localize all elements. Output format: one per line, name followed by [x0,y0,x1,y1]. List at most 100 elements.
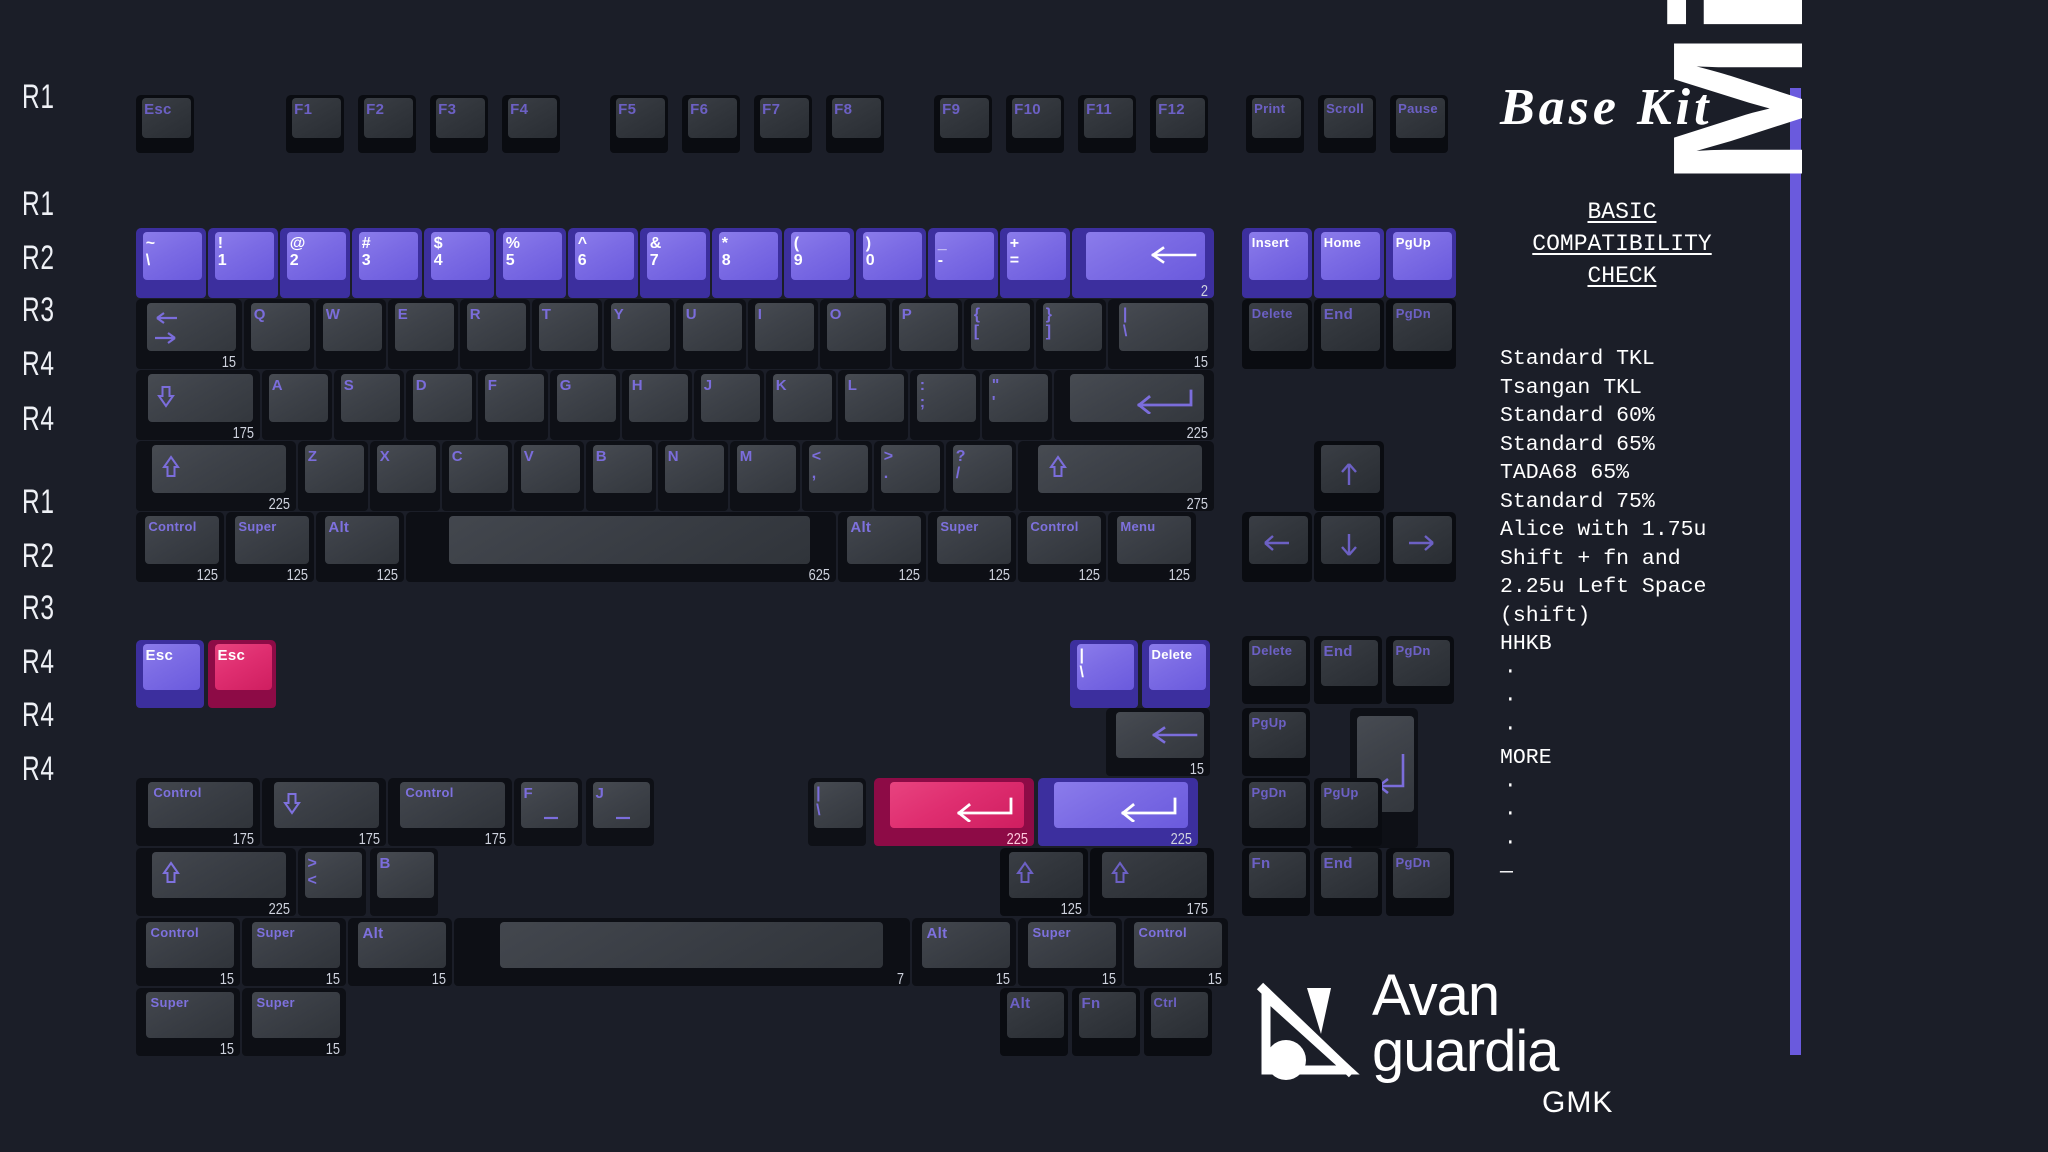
key-up[interactable] [1314,441,1384,511]
key-pgdn-nav2[interactable]: PgDn [1386,636,1454,704]
key-shift-225[interactable] [136,848,296,916]
key-pause[interactable]: Pause [1390,95,1448,153]
key-7[interactable]: & 7 [640,228,710,298]
key-esc[interactable]: Esc [136,95,194,153]
key-minus[interactable]: _ - [928,228,998,298]
key-period[interactable]: > . [874,441,944,511]
key-q[interactable]: Q [244,299,314,369]
key-4[interactable]: $ 4 [424,228,494,298]
key-v[interactable]: V [514,441,584,511]
key-scroll[interactable]: Scroll [1318,95,1376,153]
key-down[interactable] [1314,512,1384,582]
key-9[interactable]: ( 9 [784,228,854,298]
key-b[interactable]: B [586,441,656,511]
key-f-homing[interactable]: F [514,778,582,846]
key-backslash[interactable]: | \ [1108,299,1214,369]
key-quote[interactable]: " ' [982,370,1052,440]
key-y[interactable]: Y [604,299,674,369]
key-6[interactable]: ^ 6 [568,228,638,298]
key-t[interactable]: T [532,299,602,369]
key-f3[interactable]: F3 [430,95,488,153]
key-lalt[interactable]: Alt [316,512,404,582]
key-x[interactable]: X [370,441,440,511]
key-print[interactable]: Print [1246,95,1304,153]
key-pipe-r1[interactable]: | \ [1070,640,1138,708]
key-pgup-nav3[interactable]: PgUp [1314,778,1382,846]
key-a[interactable]: A [262,370,332,440]
key-alt-15[interactable]: Alt [348,918,452,986]
key-o[interactable]: O [820,299,890,369]
key-f7[interactable]: F7 [754,95,812,153]
key-up-175[interactable] [1090,848,1214,916]
key-home[interactable]: Home [1314,228,1384,298]
key-alt-15b[interactable]: Alt [912,918,1016,986]
key-tilde[interactable]: ~ \ [136,228,206,298]
key-f10[interactable]: F10 [1006,95,1064,153]
key-ctrl-small[interactable]: Ctrl [1144,988,1212,1056]
key-p[interactable]: P [892,299,962,369]
key-pgup-nav2[interactable]: PgUp [1242,708,1310,776]
key-5[interactable]: % 5 [496,228,566,298]
key-end[interactable]: End [1314,299,1384,369]
key-insert[interactable]: Insert [1242,228,1312,298]
key-space[interactable] [406,512,836,582]
key-alt-small[interactable]: Alt [1000,988,1068,1056]
key-end-nav3[interactable]: End [1314,848,1382,916]
key-rshift[interactable] [1018,441,1214,511]
key-slash[interactable]: ? / [946,441,1016,511]
key-pgdn[interactable]: PgDn [1386,299,1456,369]
key-backspace[interactable] [1072,228,1214,298]
key-capslock[interactable] [136,370,260,440]
key-super-15c[interactable]: Super [136,988,240,1056]
key-lctrl[interactable]: Control [136,512,224,582]
key-u[interactable]: U [676,299,746,369]
key-lshift[interactable] [136,441,296,511]
key-f12[interactable]: F12 [1150,95,1208,153]
key-ralt[interactable]: Alt [838,512,926,582]
key-z[interactable]: Z [298,441,368,511]
key-rbracket[interactable]: } ] [1036,299,1106,369]
key-j-homing[interactable]: J [586,778,654,846]
key-w[interactable]: W [316,299,386,369]
key-control-15b[interactable]: Control [1124,918,1228,986]
key-f4[interactable]: F4 [502,95,560,153]
key-end-nav2[interactable]: End [1314,636,1382,704]
key-pgdn-nav3[interactable]: PgDn [1242,778,1310,846]
key-pgup[interactable]: PgUp [1386,228,1456,298]
key-h[interactable]: H [622,370,692,440]
key-delete-nav2[interactable]: Delete [1242,636,1310,704]
key-super-15b[interactable]: Super [1018,918,1122,986]
key-rsuper[interactable]: Super [928,512,1016,582]
key-r[interactable]: R [460,299,530,369]
key-f11[interactable]: F11 [1078,95,1136,153]
key-e[interactable]: E [388,299,458,369]
key-comma[interactable]: < , [802,441,872,511]
key-f5[interactable]: F5 [610,95,668,153]
key-control-175[interactable]: Control [136,778,260,846]
key-super-15[interactable]: Super [242,918,346,986]
key-g[interactable]: G [550,370,620,440]
key-f6[interactable]: F6 [682,95,740,153]
key-capslock-175[interactable] [262,778,386,846]
key-delete-purple[interactable]: Delete [1142,640,1210,708]
key-f9[interactable]: F9 [934,95,992,153]
key-8[interactable]: * 8 [712,228,782,298]
key-pgdn-nav4[interactable]: PgDn [1386,848,1454,916]
key-fn-nav[interactable]: Fn [1242,848,1310,916]
key-space-7u[interactable] [454,918,910,986]
key-esc-pink-novelty[interactable]: Esc [208,640,276,708]
key-right[interactable] [1386,512,1456,582]
key-fn-small[interactable]: Fn [1072,988,1140,1056]
key-l[interactable]: L [838,370,908,440]
key-control-15[interactable]: Control [136,918,240,986]
key-1[interactable]: ! 1 [208,228,278,298]
key-left[interactable] [1242,512,1312,582]
key-d[interactable]: D [406,370,476,440]
key-f2[interactable]: F2 [358,95,416,153]
key-semicolon[interactable]: : ; [910,370,980,440]
key-f[interactable]: F [478,370,548,440]
key-control-175b[interactable]: Control [388,778,512,846]
key-enter-purple[interactable] [1038,778,1198,846]
key-enter[interactable] [1054,370,1214,440]
key-tab[interactable] [136,299,242,369]
